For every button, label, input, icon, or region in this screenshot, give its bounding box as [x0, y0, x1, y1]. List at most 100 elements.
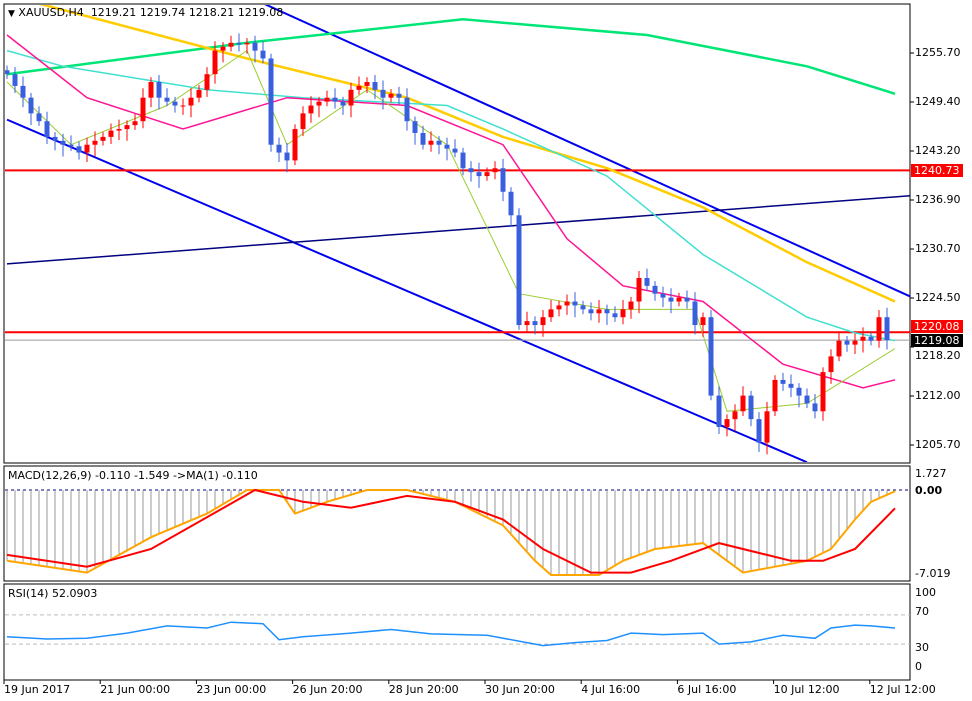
rsi-line	[6, 621, 896, 647]
candle-body	[460, 152, 466, 169]
candle-body	[140, 97, 146, 122]
candle-body	[756, 419, 762, 443]
candle-body	[60, 140, 66, 145]
candle-body	[468, 168, 474, 173]
candle-body	[116, 129, 122, 131]
candle-body	[28, 97, 34, 114]
price-axis-label: 1224.50	[915, 291, 961, 304]
candle-body	[252, 42, 258, 51]
candle-body	[604, 309, 610, 314]
candle-body	[172, 101, 178, 106]
macd-axis-min: -7.019	[915, 567, 951, 580]
candle-body	[684, 297, 690, 302]
candle-body	[348, 89, 354, 106]
rsi-axis-70: 70	[915, 605, 929, 618]
candle-body	[476, 172, 482, 177]
level-tag-low: 1220.08	[911, 320, 963, 333]
rsi-axis-100: 100	[915, 586, 936, 599]
candle-body	[588, 309, 594, 314]
candle-body	[436, 140, 442, 145]
price-axis-label: 1218.20	[915, 349, 961, 362]
price-axis-label: 1255.70	[915, 46, 961, 59]
candle-body	[804, 395, 810, 404]
candle-body	[308, 105, 314, 114]
candle-body	[5, 70, 10, 75]
time-axis-label: 19 Jun 2017	[4, 683, 71, 696]
candle-body	[156, 82, 162, 98]
candle-body	[724, 419, 730, 427]
time-axis-label: 21 Jun 00:00	[100, 683, 171, 696]
macd-axis-zero: 0.00	[915, 484, 943, 497]
candle-body	[828, 356, 834, 373]
candle-body	[260, 50, 266, 59]
candle-body	[668, 297, 674, 302]
candle-body	[716, 395, 722, 427]
candle-body	[564, 301, 570, 306]
candle-body	[636, 278, 642, 302]
candle-body	[644, 278, 650, 286]
candle-body	[748, 395, 754, 420]
trendline-lower	[6, 118, 808, 462]
candle-body	[572, 301, 578, 306]
low-value: 1218.21	[188, 6, 235, 19]
time-axis-label: 6 Jul 16:00	[677, 683, 737, 696]
candle-body	[524, 321, 530, 326]
candle-body	[268, 58, 274, 145]
time-axis-label: 23 Jun 00:00	[196, 683, 267, 696]
candle-body	[612, 313, 618, 318]
candle-body	[732, 411, 738, 420]
candle-body	[244, 42, 250, 45]
candle-body	[20, 85, 26, 98]
candle-body	[740, 395, 746, 412]
dropdown-triangle-icon[interactable]: ▼	[8, 9, 15, 19]
candle-body	[428, 140, 434, 145]
candle-body	[148, 82, 154, 98]
price-axis-label: 1236.90	[915, 193, 961, 206]
candle-body	[12, 74, 18, 86]
candle-body	[52, 136, 58, 141]
candle-body	[540, 317, 546, 326]
candle-body	[228, 42, 234, 47]
candle-body	[92, 140, 98, 145]
candle-body	[380, 89, 386, 98]
candle-body	[660, 293, 666, 298]
candle-body	[484, 172, 490, 177]
candle-body	[388, 93, 394, 98]
candle-body	[100, 136, 106, 141]
candle-body	[324, 97, 330, 102]
candle-body	[820, 372, 826, 412]
moving-average-cyan	[6, 49, 896, 342]
candle-body	[364, 82, 370, 86]
candle-body	[292, 129, 298, 161]
candle-body	[580, 305, 586, 310]
candle-body	[452, 148, 458, 153]
price-axis-label: 1243.20	[915, 144, 961, 157]
candle-body	[164, 97, 170, 102]
price-axis-label: 1249.40	[915, 95, 961, 108]
candle-body	[444, 144, 450, 149]
candle-body	[876, 317, 882, 341]
main-plot	[5, 5, 910, 462]
candle-body	[764, 411, 770, 443]
macd-label: MACD(12,26,9) -0.110 -1.549 ->MA(1) -0.1…	[8, 469, 258, 482]
candle-body	[180, 105, 186, 107]
trendline-mid	[6, 195, 910, 265]
rsi-panel	[3, 583, 911, 681]
candle-body	[788, 383, 794, 388]
candle-body	[884, 317, 890, 341]
candle-body	[844, 340, 850, 345]
candle-body	[220, 46, 226, 51]
candle-body	[780, 379, 786, 384]
moving-average-yellow	[39, 5, 896, 303]
candle-body	[700, 317, 706, 326]
symbol-label: XAUUSD,H4	[18, 6, 84, 19]
time-axis-label: 12 Jul 12:00	[869, 683, 936, 696]
candle-body	[548, 309, 554, 318]
candle-body	[796, 387, 802, 396]
candle-body	[124, 125, 130, 130]
candle-body	[404, 97, 410, 122]
candle-body	[44, 121, 50, 137]
candle-body	[204, 74, 210, 90]
